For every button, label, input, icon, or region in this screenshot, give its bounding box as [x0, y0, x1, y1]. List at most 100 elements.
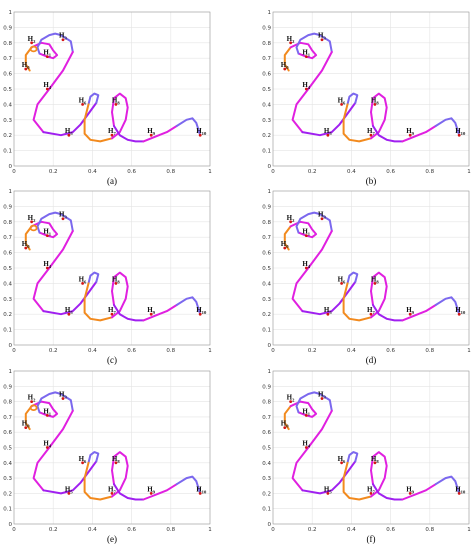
point-H3	[320, 217, 324, 221]
orange-loop	[29, 45, 38, 53]
curve-segment	[142, 304, 178, 322]
point-H7	[110, 133, 114, 137]
point-H8	[373, 103, 377, 106]
point-label-H6: H6	[79, 455, 87, 464]
x-tick-label: 0	[271, 169, 275, 175]
y-tick-label: 0.4	[3, 102, 12, 108]
curve-segment	[175, 475, 202, 495]
point-label-H4: H4	[302, 81, 310, 90]
point-H3	[61, 217, 65, 221]
y-tick-label: 0.9	[262, 384, 271, 390]
x-tick-label: 0	[12, 169, 16, 175]
y-tick-label: 0.5	[262, 266, 271, 272]
point-label-H0: H0	[281, 240, 289, 249]
curve-segment	[372, 304, 404, 322]
point-label-H5: H5	[324, 127, 332, 136]
point-H10	[457, 492, 461, 495]
y-tick-label: 0.3	[262, 476, 271, 482]
point-label-H9: H9	[147, 306, 155, 315]
point-H1	[304, 234, 308, 238]
x-tick-label: 1	[467, 527, 471, 533]
point-label-H4: H4	[43, 260, 51, 269]
curve-segment	[24, 225, 33, 251]
point-H7	[110, 492, 114, 495]
y-tick-label: 0.8	[262, 400, 271, 406]
point-H5	[67, 492, 71, 495]
point-label-H2: H2	[28, 35, 36, 44]
point-H5	[326, 133, 330, 137]
point-label-H2: H2	[287, 214, 295, 223]
point-H1	[45, 413, 49, 417]
point-H2	[289, 400, 293, 403]
point-label-H10: H10	[196, 127, 207, 136]
point-label-H7: H7	[108, 485, 116, 494]
y-tick-label: 0.3	[3, 297, 12, 303]
y-tick-label: 0.9	[3, 25, 12, 31]
point-label-H2: H2	[287, 35, 295, 44]
orange-loop	[29, 404, 38, 412]
point-H1	[304, 55, 308, 59]
point-label-H5: H5	[65, 306, 73, 315]
curve-segment	[370, 271, 388, 319]
point-label-H3: H3	[318, 32, 326, 41]
point-H6	[81, 282, 84, 285]
point-label-H2: H2	[28, 394, 36, 403]
y-tick-label: 0.5	[3, 87, 12, 93]
curve-segment	[295, 32, 333, 55]
point-H4	[45, 446, 49, 449]
point-H1	[45, 234, 49, 238]
point-H2	[289, 41, 293, 45]
y-tick-label: 0.1	[262, 328, 271, 334]
x-tick-label: 0.6	[127, 348, 136, 354]
y-tick-label: 0.4	[262, 461, 271, 467]
point-H6	[340, 282, 343, 285]
point-H9	[149, 492, 153, 495]
point-H0	[24, 67, 28, 71]
point-H7	[369, 133, 373, 137]
y-tick-label: 1	[9, 10, 13, 16]
panel-caption: (f)	[367, 534, 376, 544]
x-tick-label: 0.4	[88, 169, 97, 175]
curve-segment	[401, 304, 437, 322]
point-H9	[149, 133, 153, 137]
point-label-H9: H9	[147, 127, 155, 136]
point-label-H3: H3	[59, 32, 67, 41]
curve-segment	[434, 296, 461, 316]
y-tick-label: 0.8	[3, 41, 12, 47]
point-label-H7: H7	[367, 306, 375, 315]
curve-segment	[346, 92, 359, 106]
y-tick-label: 0.6	[262, 72, 271, 78]
point-H2	[289, 220, 293, 224]
point-label-H8: H8	[112, 275, 120, 284]
curve-segment	[295, 391, 333, 414]
y-tick-label: 0.2	[262, 133, 271, 139]
curve-segment	[36, 32, 74, 55]
point-label-H2: H2	[287, 394, 295, 403]
curve-segment	[283, 46, 292, 72]
point-H6	[81, 103, 84, 106]
point-H6	[340, 103, 343, 106]
point-H0	[283, 67, 287, 71]
point-H7	[369, 312, 373, 316]
point-label-H7: H7	[367, 485, 375, 494]
panel-caption: (a)	[107, 176, 117, 186]
y-tick-label: 0	[268, 164, 272, 170]
point-label-H7: H7	[367, 127, 375, 136]
point-H4	[304, 446, 308, 449]
point-H10	[198, 133, 202, 137]
y-tick-label: 1	[9, 369, 13, 375]
point-H4	[304, 266, 308, 270]
x-tick-label: 0.6	[127, 169, 136, 175]
point-label-H5: H5	[324, 485, 332, 494]
panel-d: 0 0.2 0.4 0.6 0.8 1 0 0.1 0.2 0.3 0.4 0.5 0.6 0.7 0.8 0…	[262, 189, 471, 365]
curve-segment	[283, 405, 292, 431]
y-tick-label: 0.6	[3, 251, 12, 257]
x-tick-label: 0.8	[166, 169, 175, 175]
x-tick-label: 1	[208, 169, 212, 175]
point-label-H9: H9	[147, 485, 155, 494]
y-tick-label: 0.3	[262, 118, 271, 124]
curve-segment	[372, 125, 404, 143]
y-tick-label: 0.5	[3, 446, 12, 452]
point-label-H9: H9	[406, 306, 414, 315]
axes-frame	[272, 11, 470, 167]
